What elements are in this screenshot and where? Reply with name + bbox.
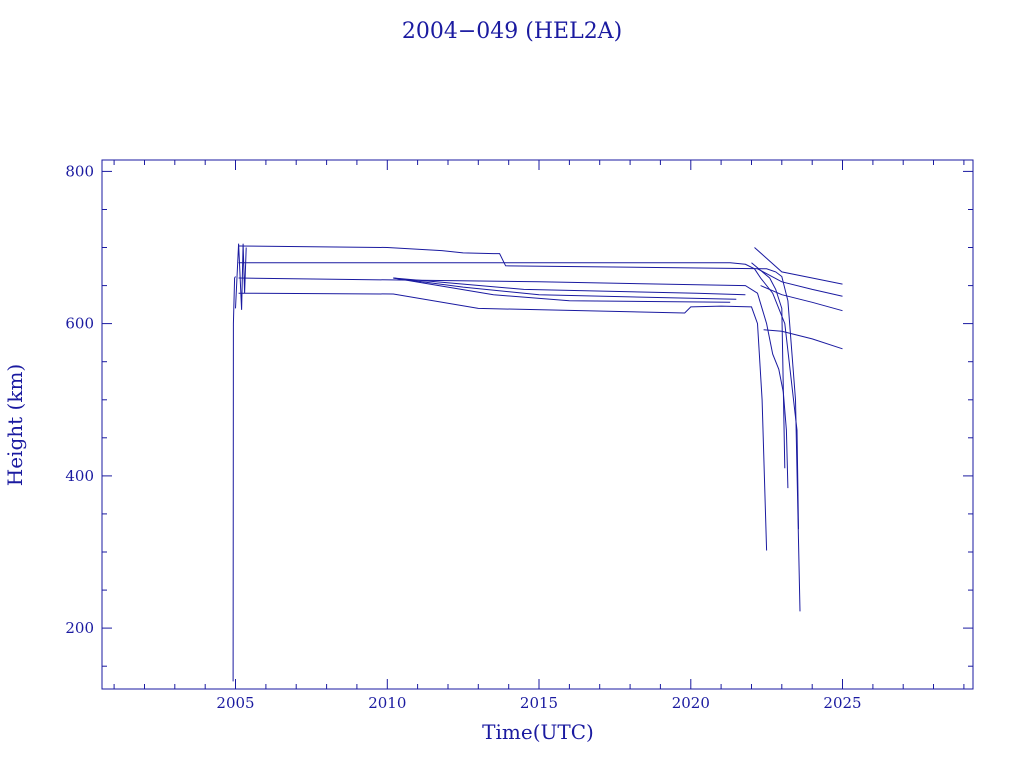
chart-title: 2004−049 (HEL2A) <box>402 19 622 44</box>
y-tick-label: 600 <box>65 315 94 333</box>
series-line-10 <box>754 247 843 285</box>
series-line-2 <box>235 243 247 310</box>
x-tick-label: 2025 <box>823 694 861 712</box>
axis-tick-labels: 2005 2010 2015 2020 2025 200 400 600 800 <box>65 162 861 712</box>
series-line-14 <box>751 262 786 469</box>
series-line-1 <box>232 276 236 682</box>
series-line-7 <box>393 277 737 300</box>
x-axis-label: Time(UTC) <box>482 720 594 744</box>
series-line-11 <box>757 268 843 297</box>
series-line-13 <box>763 329 843 350</box>
series-group <box>232 243 843 682</box>
series-line-12 <box>760 285 843 312</box>
x-tick-label: 2010 <box>368 694 406 712</box>
y-axis-label: Height (km) <box>3 364 27 486</box>
series-line-6 <box>238 292 768 551</box>
y-tick-label: 200 <box>65 619 94 637</box>
x-tick-label: 2020 <box>672 694 710 712</box>
series-line-3 <box>238 245 801 612</box>
x-tick-label: 2015 <box>520 694 558 712</box>
y-tick-label: 800 <box>65 162 94 180</box>
series-line-9 <box>393 277 746 296</box>
plot-frame <box>101 159 974 690</box>
y-tick-label: 400 <box>65 467 94 485</box>
axis-ticks <box>102 160 973 689</box>
series-line-5 <box>238 277 789 489</box>
x-tick-label: 2005 <box>216 694 254 712</box>
series-line-8 <box>393 277 731 303</box>
series-line-4 <box>238 262 799 530</box>
